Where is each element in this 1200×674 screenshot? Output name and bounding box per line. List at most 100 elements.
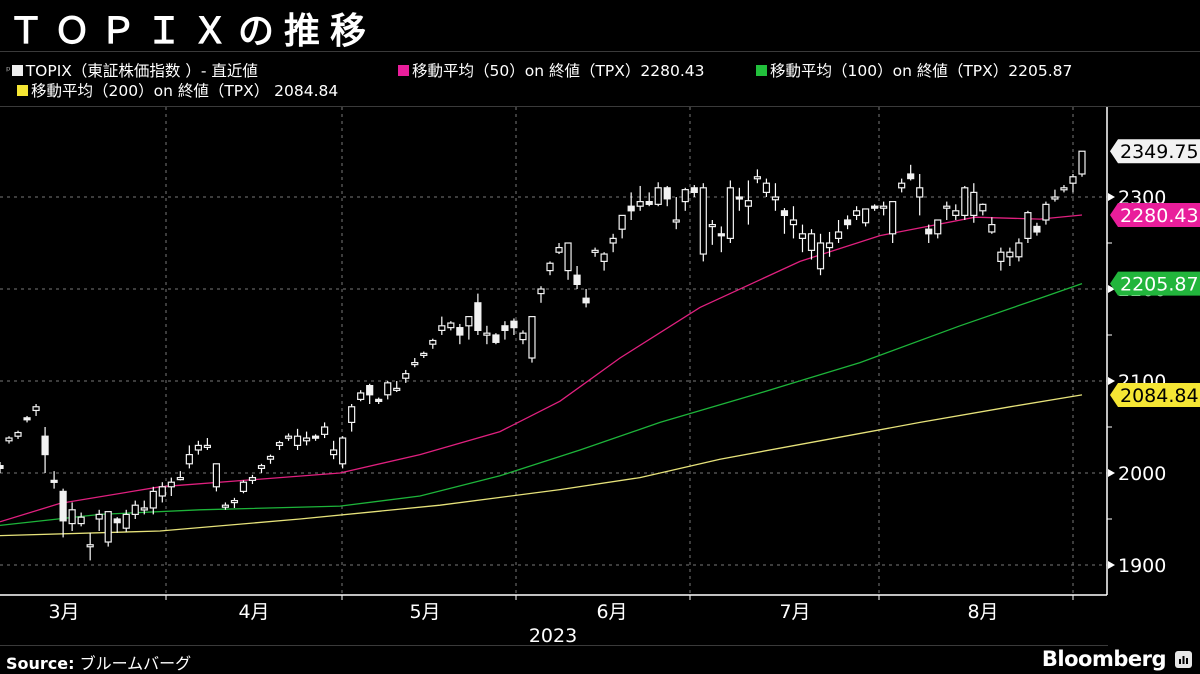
- candle: [384, 382, 392, 396]
- candle: [158, 486, 166, 497]
- candle: [456, 327, 464, 336]
- candle: [852, 210, 861, 217]
- x-tick-label: 7月: [779, 601, 810, 623]
- moving-average-line: [0, 214, 1083, 523]
- candle: [1051, 196, 1059, 200]
- candle: [564, 242, 572, 272]
- candle: [861, 208, 870, 224]
- candle: [618, 214, 626, 230]
- candle: [420, 352, 428, 356]
- candle: [699, 187, 707, 255]
- candle: [663, 187, 671, 200]
- last-value-tag: [1110, 139, 1200, 164]
- candle: [474, 302, 482, 331]
- candle: [717, 233, 725, 237]
- legend-item-ma200: 移動平均（200）on 終値（TPX） 2084.84: [17, 79, 338, 101]
- legend-swatch-topix: [11, 64, 23, 76]
- candle: [465, 316, 473, 327]
- candle: [780, 210, 789, 217]
- legend-label: 移動平均（200）on 終値（TPX） 2084.84: [31, 82, 339, 100]
- candle: [654, 187, 662, 205]
- candle: [176, 477, 184, 481]
- candlestick-icon: ᵖ: [6, 63, 11, 77]
- candle: [934, 219, 942, 235]
- candle: [221, 504, 230, 508]
- last-value-tag: [1110, 382, 1200, 407]
- candle: [483, 332, 491, 336]
- candle: [1033, 225, 1041, 233]
- chart-title: ＴＯＰＩＸの推移: [8, 11, 377, 52]
- candle: [907, 173, 915, 180]
- candle: [1015, 242, 1023, 258]
- candle: [86, 544, 94, 548]
- candle: [284, 435, 293, 439]
- last-value-tag: [1110, 203, 1200, 228]
- candle: [744, 200, 752, 207]
- legend-label: TOPIX（東証株価指数 ）- 直近値: [25, 62, 258, 80]
- candle: [988, 224, 996, 233]
- x-tick-label: 5月: [409, 601, 440, 623]
- candle: [266, 455, 275, 460]
- candle: [77, 516, 85, 525]
- candle: [735, 196, 743, 200]
- candle: [591, 249, 599, 253]
- candle: [230, 500, 239, 504]
- candle: [447, 322, 455, 329]
- candle: [600, 253, 608, 262]
- candle: [952, 210, 960, 217]
- x-year-label: 2023: [529, 625, 577, 647]
- candle: [690, 187, 698, 194]
- candle: [366, 385, 374, 396]
- y-tick-marker: [1108, 193, 1115, 201]
- candle: [122, 513, 130, 529]
- candle: [789, 219, 798, 226]
- candle: [239, 481, 248, 493]
- candle: [771, 196, 780, 201]
- footer-divider: [0, 645, 1108, 646]
- candle: [167, 481, 175, 488]
- moving-average-line: [0, 282, 1083, 527]
- candle: [916, 187, 924, 198]
- candle: [14, 431, 22, 437]
- candle: [194, 444, 202, 451]
- candle: [816, 242, 825, 270]
- candle: [582, 297, 590, 304]
- candle: [393, 387, 401, 391]
- last-value-text: 2205.87: [1120, 274, 1199, 296]
- candle: [492, 334, 500, 343]
- candle: [131, 504, 139, 516]
- candle: [834, 231, 843, 240]
- candle: [528, 316, 536, 359]
- bloomberg-logo: Bloomberg: [1041, 647, 1167, 671]
- last-value-tag: [1110, 271, 1200, 296]
- candle: [889, 201, 897, 235]
- candle: [375, 398, 383, 402]
- candle: [321, 426, 329, 435]
- candle: [537, 288, 545, 295]
- source-value: ブルームバーグ: [79, 654, 192, 673]
- candle: [185, 454, 193, 465]
- candle: [555, 247, 563, 253]
- bloomberg-chart-icon: [1175, 651, 1192, 668]
- candle: [357, 392, 365, 400]
- y-tick-label: 2000: [1118, 463, 1166, 485]
- candle: [961, 187, 969, 217]
- candle: [519, 332, 527, 341]
- candle: [979, 203, 987, 212]
- source-note: Source: ブルームバーグ: [6, 650, 191, 674]
- candle: [681, 189, 689, 203]
- candle: [1069, 176, 1077, 184]
- candlesticks: [0, 150, 1086, 561]
- y-tick-marker: [1108, 561, 1115, 569]
- candle: [68, 509, 76, 525]
- candle: [970, 191, 978, 216]
- axes: 190020002100220023003月4月5月6月7月8月2023: [0, 107, 1166, 647]
- x-tick-label: 3月: [48, 601, 79, 623]
- candle: [311, 435, 320, 439]
- candle: [501, 325, 509, 331]
- candle: [113, 518, 121, 524]
- y-tick-marker: [1108, 377, 1115, 385]
- candle: [41, 435, 49, 456]
- legend-item-ma50: 移動平均（50）on 終値（TPX）2280.43: [398, 59, 705, 81]
- last-value-labels: 2349.75 2280.43 2205.87 2084.84: [1110, 139, 1200, 407]
